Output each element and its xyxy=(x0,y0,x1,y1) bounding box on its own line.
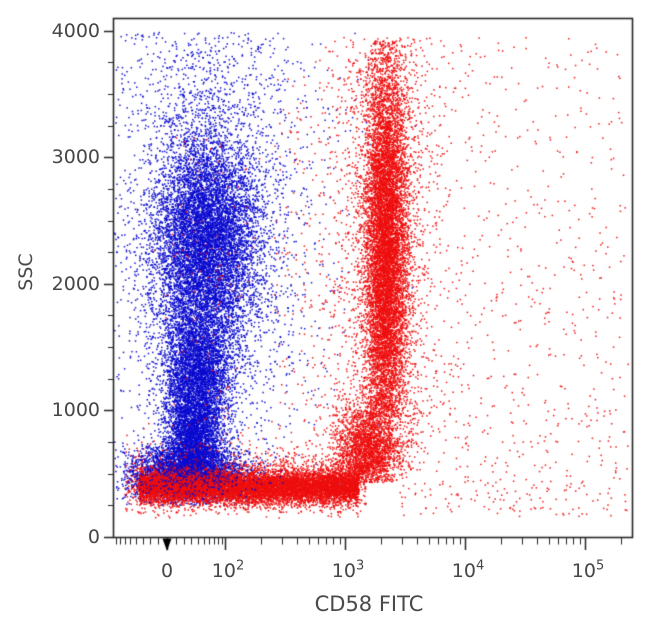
x-tick-label-0: 0 xyxy=(161,560,173,582)
x-tick-exponent: 4 xyxy=(475,558,485,574)
y-tick-label-0: 0 xyxy=(87,526,100,548)
x-tick-base: 0 xyxy=(160,560,174,582)
y-tick-label-4000: 4000 xyxy=(51,19,100,42)
x-tick-base: 10 xyxy=(571,560,596,582)
x-tick-label-1e3: 103 xyxy=(332,560,364,582)
y-tick-label-2000: 2000 xyxy=(51,272,100,295)
x-tick-exponent: 5 xyxy=(595,558,605,574)
x-tick-exponent: 3 xyxy=(355,558,365,574)
y-tick-label-3000: 3000 xyxy=(51,146,100,169)
x-tick-base: 10 xyxy=(211,560,236,582)
y-axis-title: SSC xyxy=(15,253,37,291)
x-tick-exponent: 2 xyxy=(235,558,245,574)
x-axis-title: CD58 FITC xyxy=(314,592,424,616)
x-tick-label-1e2: 102 xyxy=(212,560,244,582)
x-tick-label-1e5: 105 xyxy=(572,560,604,582)
x-tick-label-1e4: 104 xyxy=(452,560,484,582)
x-tick-base: 10 xyxy=(331,560,356,582)
x-tick-base: 10 xyxy=(451,560,476,582)
y-tick-label-1000: 1000 xyxy=(51,399,100,422)
